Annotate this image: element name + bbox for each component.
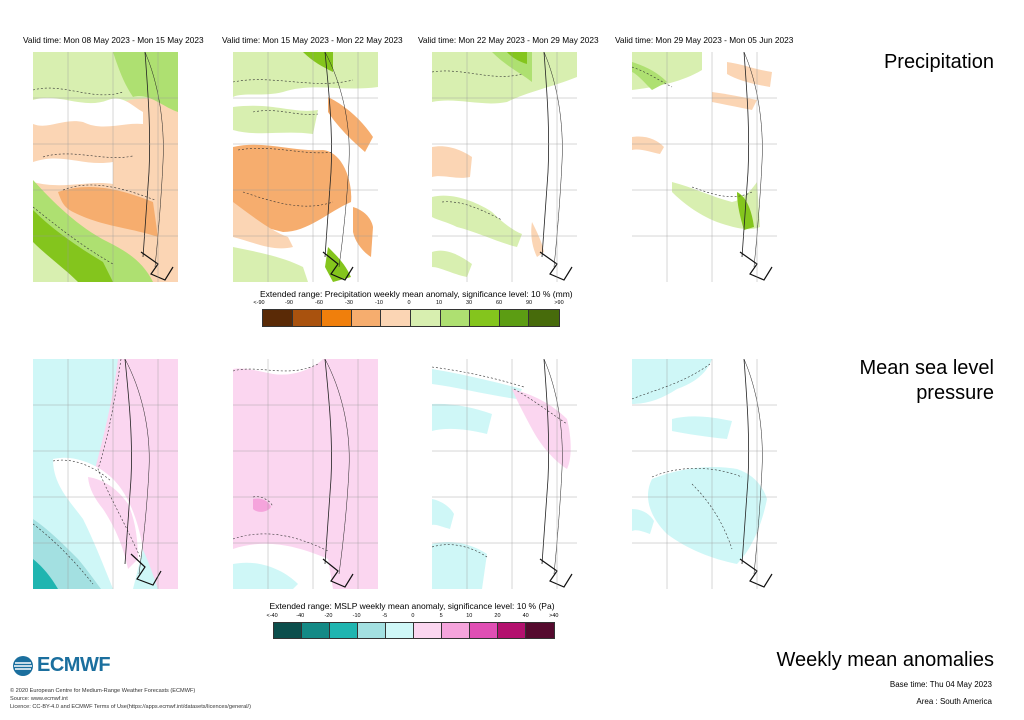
mslp-colorbar-label: -5 [382, 613, 388, 619]
precip-colorbar-labels: <-90 -90 -60 -30 -10 0 10 30 60 90 >90 [244, 300, 574, 306]
mslp-colorbar-label: 0 [411, 613, 415, 619]
mslp-colorbar-swatch [442, 623, 470, 638]
precip-colorbar [262, 309, 560, 327]
precip-colorbar-swatch [440, 310, 471, 326]
precip-colorbar-label: -60 [315, 300, 323, 306]
mslp-colorbar-label: 40 [522, 613, 529, 619]
mslp-map-week1 [33, 359, 178, 589]
mslp-colorbar-swatch [302, 623, 330, 638]
precip-map-week3 [432, 52, 577, 282]
mslp-colorbar-label: 10 [466, 613, 473, 619]
mslp-colorbar-label: -20 [324, 613, 333, 619]
section-title-mslp: Mean sea level pressure [859, 356, 994, 406]
product-title: Weekly mean anomalies [776, 649, 994, 671]
precip-colorbar-label: -10 [375, 300, 383, 306]
ecmwf-logo: ECMWF [12, 654, 111, 677]
precip-colorbar-swatch [263, 310, 293, 326]
precip-colorbar-swatch [499, 310, 530, 326]
precip-colorbar-label: <-90 [253, 300, 265, 306]
licence: Licence: CC-BY-4.0 and ECMWF Terms of Us… [10, 704, 251, 710]
precip-map-week2 [233, 52, 378, 282]
precip-colorbar-swatch [322, 310, 352, 326]
mslp-colorbar-label: -10 [352, 613, 361, 619]
valid-time-week1: Valid time: Mon 08 May 2023 - Mon 15 May… [23, 35, 204, 45]
ecmwf-logo-text: ECMWF [37, 654, 111, 676]
precip-colorbar-label: 10 [435, 300, 443, 306]
precip-map-week1 [33, 52, 178, 282]
copyright: © 2020 European Centre for Medium-Range … [10, 688, 196, 694]
mslp-colorbar-swatch [414, 623, 442, 638]
section-title-mslp-line2: pressure [916, 382, 994, 404]
mslp-colorbar-swatch [274, 623, 302, 638]
precip-colorbar-swatch [529, 310, 559, 326]
precip-colorbar-swatch [470, 310, 500, 326]
base-time: Base time: Thu 04 May 2023 [889, 680, 992, 689]
mslp-map-week2 [233, 359, 378, 589]
mslp-colorbar [273, 622, 555, 639]
precip-colorbar-label: -30 [345, 300, 353, 306]
precip-map-week4 [632, 52, 777, 282]
section-title-precipitation: Precipitation [883, 51, 994, 73]
mslp-colorbar-label: 20 [494, 613, 501, 619]
source: Source: www.ecmwf.int [10, 696, 68, 702]
valid-time-week4: Valid time: Mon 29 May 2023 - Mon 05 Jun… [615, 35, 794, 45]
valid-time-week3: Valid time: Mon 22 May 2023 - Mon 29 May… [418, 35, 599, 45]
mslp-colorbar-label: 5 [439, 613, 443, 619]
mslp-colorbar-label: >40 [549, 613, 559, 619]
precip-colorbar-label: 0 [407, 300, 411, 306]
mslp-colorbar-title: Extended range: MSLP weekly mean anomaly… [269, 601, 555, 611]
section-title-mslp-line1: Mean sea level [859, 357, 994, 379]
precip-colorbar-swatch [351, 310, 382, 326]
precip-colorbar-title: Extended range: Precipitation weekly mea… [260, 289, 573, 299]
mslp-colorbar-swatch [498, 623, 526, 638]
mslp-map-week3 [432, 359, 577, 589]
mslp-colorbar-swatch [330, 623, 358, 638]
precip-colorbar-swatch [292, 310, 323, 326]
mslp-colorbar-swatch [526, 623, 554, 638]
mslp-colorbar-swatch [386, 623, 414, 638]
mslp-colorbar-swatch [470, 623, 498, 638]
precip-colorbar-label: -90 [285, 300, 293, 306]
mslp-colorbar-label: -40 [296, 613, 305, 619]
mslp-colorbar-label: <-40 [266, 613, 278, 619]
area: Area : South America [916, 697, 992, 706]
precip-colorbar-label: 60 [495, 300, 503, 306]
mslp-colorbar-swatch [358, 623, 386, 638]
ecmwf-logo-icon [13, 655, 33, 676]
precip-colorbar-swatch [410, 310, 441, 326]
precip-colorbar-swatch [381, 310, 411, 326]
precip-colorbar-label: 30 [465, 300, 473, 306]
mslp-map-week4 [632, 359, 777, 589]
valid-time-week2: Valid time: Mon 15 May 2023 - Mon 22 May… [222, 35, 403, 45]
mslp-colorbar-labels: <-40 -40 -20 -10 -5 0 5 10 20 40 >40 [258, 613, 568, 619]
precip-colorbar-label: 90 [525, 300, 533, 306]
precip-colorbar-label: >90 [554, 300, 564, 306]
